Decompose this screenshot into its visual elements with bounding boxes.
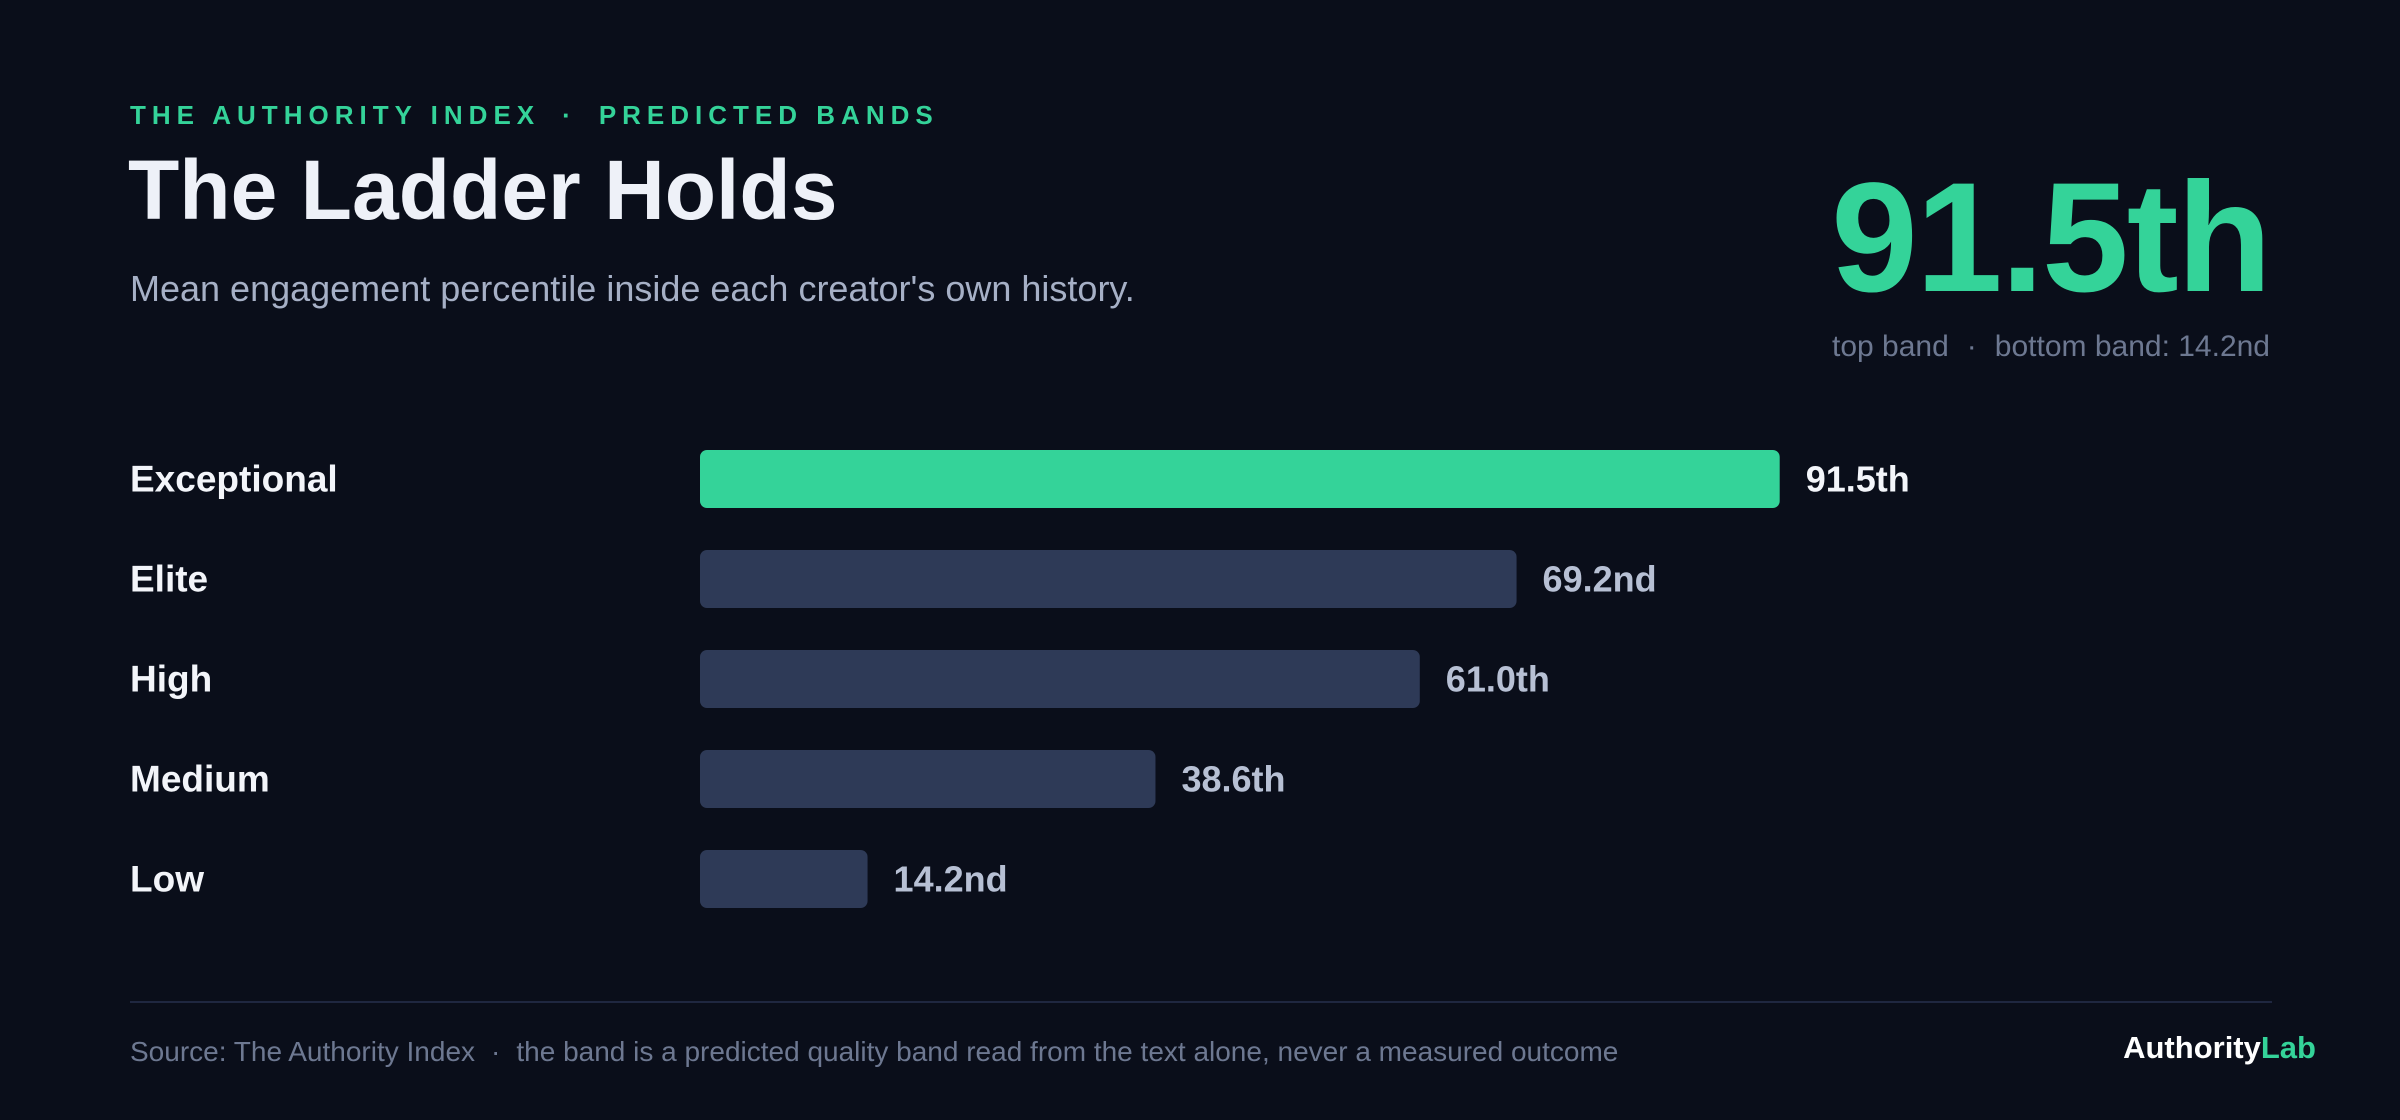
kicker-left: THE AUTHORITY INDEX <box>130 100 541 130</box>
brand-logo: AuthorityLab <box>2123 1030 2316 1066</box>
bar-exceptional <box>700 450 1780 508</box>
kicker-right: PREDICTED BANDS <box>598 100 939 130</box>
category-label-elite: Elite <box>130 559 208 600</box>
category-label-high: High <box>130 659 212 700</box>
source-label: Source: The Authority Index <box>130 1036 476 1067</box>
bar-elite <box>700 550 1517 608</box>
page-subtitle: Mean engagement percentile inside each c… <box>130 268 1135 309</box>
kpi-caption-left: top band <box>1832 330 1949 363</box>
bar-low <box>700 850 868 908</box>
bar-high <box>700 650 1420 708</box>
kicker: THE AUTHORITY INDEX · PREDICTED BANDS <box>130 100 939 131</box>
kpi-caption: top band · bottom band: 14.2nd <box>1832 330 2270 364</box>
category-label-low: Low <box>130 859 204 900</box>
kpi-value: 91.5th <box>1831 151 2272 325</box>
kpi-caption-right: bottom band: 14.2nd <box>1994 330 2270 363</box>
brand-part-b: Lab <box>2260 1030 2316 1065</box>
category-label-exceptional: Exceptional <box>130 459 338 500</box>
value-label-low: 14.2nd <box>894 859 1008 900</box>
kicker-separator: · <box>562 100 577 130</box>
value-label-elite: 69.2nd <box>1543 559 1657 600</box>
category-label-medium: Medium <box>130 759 270 800</box>
footer-divider <box>130 1001 2272 1003</box>
source-note: Source: The Authority Index · the band is … <box>130 1036 1618 1068</box>
value-label-medium: 38.6th <box>1181 759 1285 800</box>
source-disclaimer: the band is a predicted quality band rea… <box>516 1036 1619 1067</box>
bar-medium <box>700 750 1156 808</box>
value-label-exceptional: 91.5th <box>1806 459 1910 500</box>
brand-part-a: Authority <box>2123 1030 2261 1065</box>
kpi-caption-separator: · <box>1966 330 1977 363</box>
value-label-high: 61.0th <box>1446 659 1550 700</box>
page-title: The Ladder Holds <box>128 143 838 237</box>
source-separator: · <box>491 1036 501 1067</box>
